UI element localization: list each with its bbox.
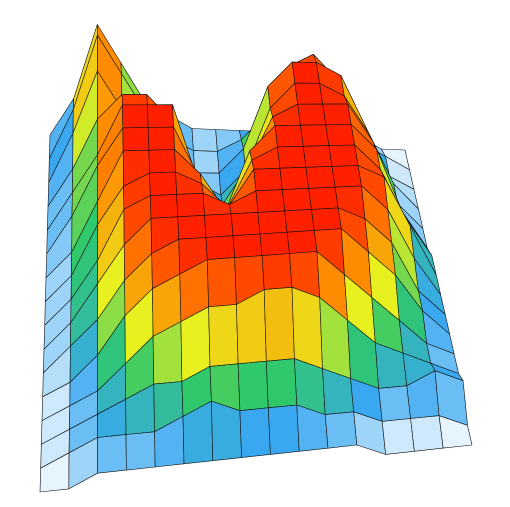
surface-cell [311, 207, 342, 231]
surface-cell [176, 192, 205, 218]
surface-cell [149, 171, 177, 196]
surface-cell [300, 124, 330, 147]
surface-cell [438, 415, 473, 449]
surface-cell [308, 186, 339, 210]
surface-cell [274, 124, 304, 148]
surface-cell [122, 104, 149, 129]
surface-cell [193, 150, 220, 174]
surface-cell [257, 210, 288, 235]
surface-cell [331, 165, 362, 188]
surface-cell [147, 126, 175, 151]
surface-cell [302, 145, 333, 168]
surface-cell [265, 358, 298, 409]
surface-cell [239, 407, 271, 458]
surface-cell [232, 233, 263, 258]
surface-cell [291, 286, 323, 369]
surface-cell [255, 189, 286, 213]
surface-cell [297, 103, 327, 126]
surface-cell [122, 127, 150, 152]
surface-cell [147, 104, 174, 128]
surface-cell [208, 304, 239, 367]
surface-cell [324, 411, 358, 449]
surface-cell [125, 431, 156, 471]
surface-cell [191, 128, 218, 152]
surface-cell [291, 61, 320, 84]
surface-cell [381, 418, 415, 455]
surface-cell [325, 124, 355, 146]
surface-cell [261, 253, 293, 290]
surface-cell [305, 166, 336, 189]
surface-cell [204, 213, 234, 238]
surface-cell [237, 360, 269, 412]
surface-cell [267, 404, 300, 455]
surface-cell [150, 194, 178, 219]
surface-cell [97, 434, 127, 474]
surface-cell [263, 286, 295, 362]
surface-cell [205, 235, 235, 260]
surface-cell [322, 103, 352, 126]
surface-cell [410, 415, 444, 452]
surface-cell [253, 167, 283, 192]
surface-cell [279, 167, 310, 190]
surface-cell [328, 144, 359, 167]
surface-cell [207, 257, 237, 308]
surface-cell [277, 146, 307, 169]
surface-cell [211, 400, 242, 462]
surface-cell [259, 231, 290, 256]
surface-cell [230, 212, 261, 236]
surface-cell [121, 94, 148, 106]
surface-cell [177, 215, 207, 240]
surface-cell [378, 385, 411, 422]
surface-cell [281, 188, 312, 212]
surface-cell [286, 230, 318, 254]
surface-cell [148, 149, 176, 174]
surface-cell [284, 209, 315, 233]
surface-cell [294, 82, 324, 105]
